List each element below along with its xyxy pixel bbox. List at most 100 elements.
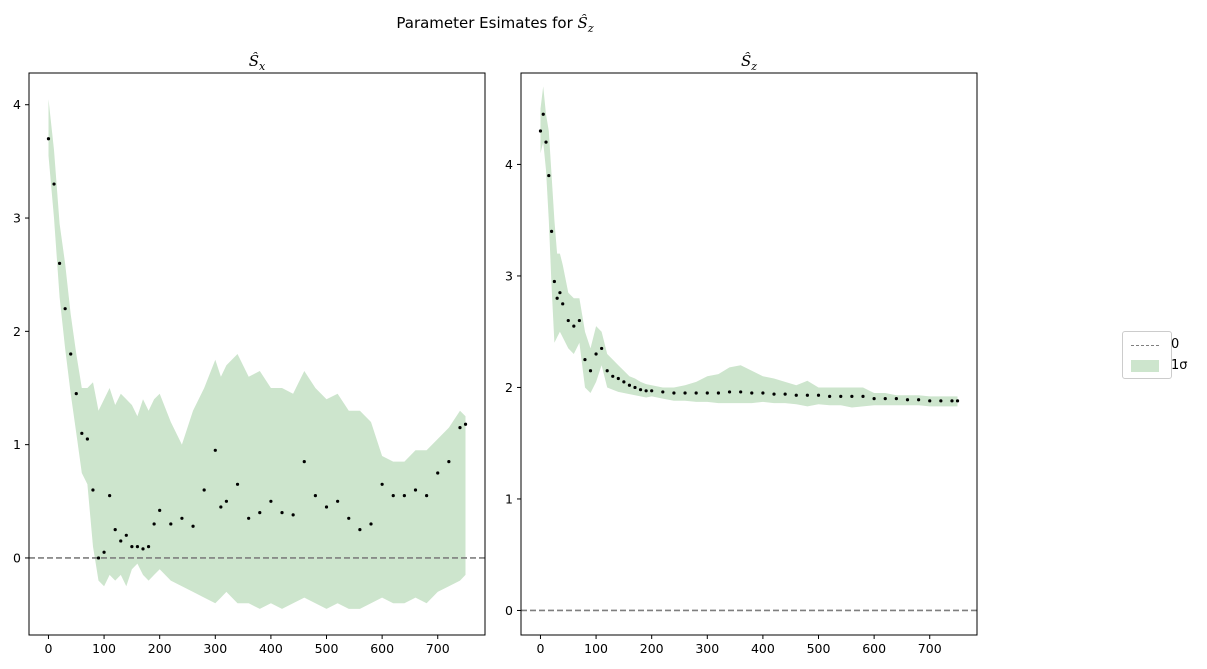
y-tick-label: 3	[13, 211, 21, 226]
estimate-point	[219, 505, 223, 509]
estimate-point	[616, 376, 620, 381]
figure-suptitle: Parameter Esimates for Ŝz	[0, 14, 990, 35]
axes-frame	[520, 72, 978, 636]
estimate-point	[739, 390, 743, 394]
estimate-point	[52, 182, 56, 186]
estimate-point	[561, 302, 565, 306]
estimate-point	[425, 494, 429, 498]
estimate-point	[413, 488, 418, 492]
legend-entry-sigma: 1σ	[1123, 356, 1188, 376]
x-tick-label: 700	[426, 641, 450, 656]
plot-area	[29, 99, 485, 609]
estimate-point	[583, 357, 587, 362]
y-tick-label: 0	[13, 550, 21, 565]
estimate-point	[955, 399, 960, 403]
estimate-point	[783, 392, 787, 396]
axes-title: Ŝx	[249, 52, 266, 73]
estimate-point	[577, 318, 581, 323]
estimate-point	[644, 389, 648, 393]
estimate-point	[69, 352, 73, 356]
estimate-point	[928, 399, 932, 403]
estimate-point	[594, 352, 598, 356]
x-tick-label: 700	[918, 641, 942, 656]
y-tick-label: 2	[13, 324, 21, 339]
estimate-point	[839, 394, 843, 398]
estimate-point	[119, 539, 123, 543]
subplot-sz: 0 100 200 300 400 500 600 700 0 1 2 3 4 Ŝz	[505, 52, 978, 656]
estimate-point	[872, 397, 876, 401]
estimate-point	[458, 426, 462, 430]
estimate-point	[135, 545, 140, 549]
y-tick-label: 4	[13, 97, 21, 112]
estimate-point	[224, 499, 229, 503]
estimate-point	[588, 369, 593, 373]
legend: 0 1σ	[1122, 331, 1188, 379]
estimate-point	[794, 393, 798, 397]
y-tick-label: 2	[505, 380, 513, 395]
estimate-point	[544, 140, 548, 144]
estimate-point	[633, 385, 637, 390]
estimate-point	[74, 392, 78, 396]
estimate-point	[894, 397, 898, 401]
estimate-point	[213, 448, 217, 452]
estimate-point	[861, 394, 865, 398]
estimate-point	[191, 524, 195, 528]
estimate-point	[600, 346, 604, 351]
x-tick-label: 0	[44, 641, 52, 656]
y-tick-label: 3	[505, 268, 513, 283]
x-tick-label: 200	[148, 641, 172, 656]
estimate-point	[291, 513, 295, 517]
estimate-point	[380, 482, 384, 486]
y-tick-label: 1	[13, 437, 21, 452]
legend-entry-zero: 0	[1123, 335, 1179, 355]
estimate-point	[605, 369, 609, 373]
estimate-point	[727, 390, 732, 394]
estimate-point	[538, 129, 543, 133]
estimate-point	[772, 392, 776, 396]
legend-label-sigma: 1σ	[1171, 358, 1188, 373]
x-tick-label: 100	[584, 641, 608, 656]
axes-title-subscript: z	[750, 60, 757, 73]
estimate-point	[716, 391, 721, 395]
estimate-point	[552, 279, 556, 284]
band-swatch	[1131, 360, 1159, 372]
estimate-point	[447, 460, 451, 464]
estimate-point	[85, 437, 89, 441]
estimate-point	[705, 391, 709, 395]
estimate-point	[883, 397, 887, 401]
estimate-point	[402, 494, 406, 498]
sigma-band	[540, 86, 958, 408]
legend-label-zero: 0	[1171, 337, 1180, 352]
estimate-point	[917, 398, 921, 402]
estimate-point	[661, 390, 665, 394]
suptitle-prefix: Parameter Esimates for	[396, 14, 578, 32]
estimate-point	[102, 550, 106, 554]
x-tick-label: 500	[315, 641, 339, 656]
axes-title-symbol: Ŝ	[249, 52, 259, 70]
estimate-point	[336, 499, 340, 503]
estimate-point	[828, 394, 832, 398]
estimate-point	[555, 296, 559, 300]
estimate-point	[80, 431, 84, 435]
subplot-sx: 0 100 200 300 400 500 600 700 0 1 2 3 4 Ŝx	[13, 52, 486, 656]
estimate-point	[57, 261, 62, 265]
axes-frame	[28, 72, 486, 636]
estimate-point	[152, 522, 156, 526]
estimate-point	[269, 499, 273, 503]
estimate-point	[463, 422, 468, 426]
plot-area	[521, 86, 977, 612]
estimate-point	[549, 229, 554, 233]
axes-title-symbol: Ŝ	[741, 52, 751, 70]
estimate-point	[761, 391, 765, 395]
x-tick-label: 200	[640, 641, 664, 656]
estimate-point	[202, 488, 206, 492]
estimate-point	[950, 399, 954, 403]
estimate-point	[124, 533, 128, 537]
estimate-point	[750, 391, 754, 395]
estimate-point	[566, 318, 570, 323]
estimate-point	[805, 393, 809, 397]
x-tick-label: 300	[695, 641, 719, 656]
estimate-point	[169, 522, 173, 526]
axes-title: Ŝz	[741, 52, 757, 73]
